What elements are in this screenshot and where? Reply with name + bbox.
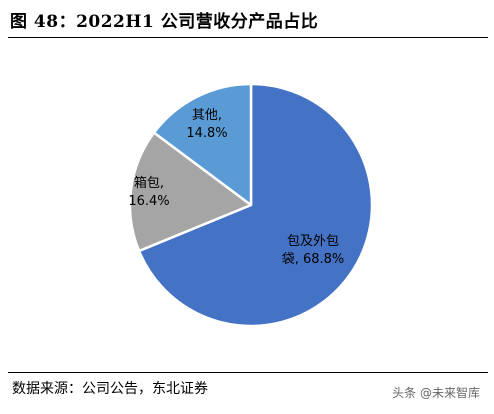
slice-label-2-line2: 16.4% xyxy=(128,194,169,209)
slice-label-3-line1: 其他, xyxy=(192,108,222,123)
source-note: 数据来源：公司公告，东北证券 xyxy=(12,381,208,397)
slice-label-3-line2: 14.8% xyxy=(186,126,227,141)
pie-slice-2 xyxy=(128,131,253,253)
slice-label-1-line2: 袋, 68.8% xyxy=(282,252,345,267)
pie-slice-3 xyxy=(152,82,253,207)
page-title: 图 48：2022H1 公司营收分产品占比 xyxy=(10,12,319,32)
watermark: 头条 @未来智库 xyxy=(392,386,480,400)
title-divider xyxy=(8,37,488,38)
pie-slice-1 xyxy=(137,82,374,328)
slice-label-1-line1: 包及外包 xyxy=(287,234,339,249)
footer-divider xyxy=(8,372,488,373)
slice-label-2-line1: 箱包, xyxy=(134,175,164,191)
